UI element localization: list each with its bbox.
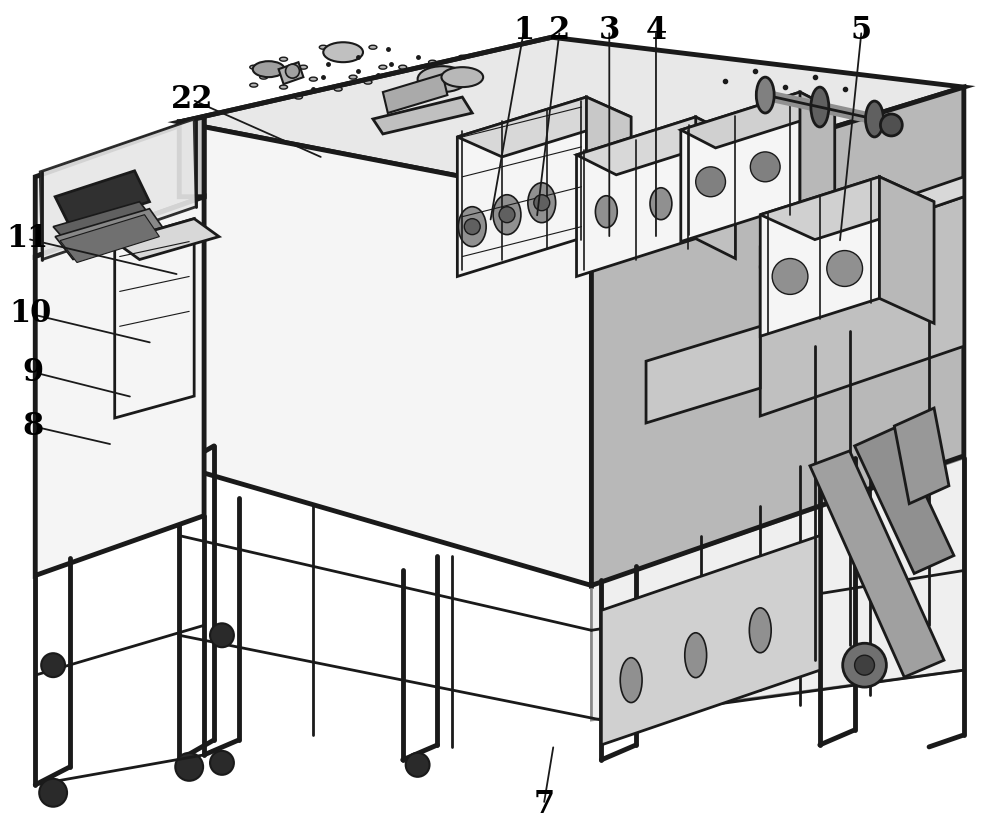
Text: 10: 10 — [9, 298, 51, 329]
Text: 2: 2 — [549, 15, 570, 46]
Polygon shape — [115, 219, 219, 259]
Ellipse shape — [210, 624, 234, 647]
Text: 3: 3 — [599, 15, 620, 46]
Polygon shape — [577, 117, 696, 277]
Ellipse shape — [418, 66, 467, 92]
Polygon shape — [115, 219, 194, 418]
Ellipse shape — [458, 75, 466, 79]
Ellipse shape — [595, 196, 617, 227]
Polygon shape — [760, 176, 879, 336]
Text: 8: 8 — [23, 410, 44, 442]
Polygon shape — [586, 97, 631, 257]
Ellipse shape — [364, 80, 372, 84]
Polygon shape — [696, 117, 735, 258]
Ellipse shape — [319, 45, 327, 49]
Ellipse shape — [399, 65, 407, 69]
Polygon shape — [760, 196, 964, 416]
Polygon shape — [760, 176, 964, 267]
Ellipse shape — [253, 61, 285, 77]
Ellipse shape — [250, 83, 258, 87]
Ellipse shape — [749, 608, 771, 653]
Ellipse shape — [299, 65, 307, 69]
Text: 9: 9 — [23, 357, 44, 388]
Ellipse shape — [458, 55, 466, 59]
Ellipse shape — [175, 753, 203, 781]
Polygon shape — [373, 97, 472, 134]
Ellipse shape — [493, 195, 521, 235]
Ellipse shape — [441, 67, 483, 87]
Ellipse shape — [756, 77, 774, 113]
Text: 4: 4 — [645, 15, 667, 46]
Ellipse shape — [429, 60, 436, 64]
Polygon shape — [457, 97, 631, 157]
Ellipse shape — [369, 45, 377, 49]
Ellipse shape — [250, 65, 258, 69]
Polygon shape — [591, 458, 964, 720]
Ellipse shape — [406, 753, 430, 777]
Ellipse shape — [260, 75, 268, 79]
Polygon shape — [383, 74, 447, 113]
Ellipse shape — [210, 751, 234, 775]
Ellipse shape — [294, 95, 302, 99]
Ellipse shape — [866, 101, 883, 137]
Ellipse shape — [696, 167, 725, 196]
Polygon shape — [879, 176, 934, 324]
Polygon shape — [279, 62, 303, 84]
Polygon shape — [800, 92, 835, 222]
Polygon shape — [810, 451, 944, 677]
Ellipse shape — [280, 57, 288, 61]
Polygon shape — [40, 119, 196, 259]
Ellipse shape — [280, 85, 288, 89]
Polygon shape — [646, 326, 760, 423]
Ellipse shape — [499, 206, 515, 222]
Ellipse shape — [650, 188, 672, 220]
Ellipse shape — [309, 77, 317, 81]
Polygon shape — [55, 209, 166, 259]
Polygon shape — [53, 201, 152, 242]
Polygon shape — [601, 536, 820, 745]
Ellipse shape — [685, 633, 707, 678]
Ellipse shape — [855, 655, 874, 675]
Ellipse shape — [843, 643, 886, 687]
Ellipse shape — [379, 65, 387, 69]
Ellipse shape — [339, 55, 347, 59]
Text: 11: 11 — [6, 223, 48, 254]
Polygon shape — [681, 92, 800, 242]
Polygon shape — [179, 122, 591, 585]
Polygon shape — [179, 117, 204, 196]
Ellipse shape — [772, 258, 808, 294]
Ellipse shape — [880, 114, 902, 136]
Polygon shape — [60, 215, 159, 263]
Ellipse shape — [620, 658, 642, 702]
Ellipse shape — [811, 87, 829, 127]
Polygon shape — [591, 87, 964, 585]
Ellipse shape — [827, 251, 863, 287]
Polygon shape — [577, 117, 735, 175]
Polygon shape — [55, 171, 149, 227]
Text: 5: 5 — [851, 15, 872, 46]
Polygon shape — [35, 117, 204, 257]
Ellipse shape — [534, 195, 550, 211]
Ellipse shape — [41, 653, 65, 677]
Polygon shape — [855, 428, 954, 573]
Ellipse shape — [349, 75, 357, 79]
Text: 7: 7 — [533, 789, 554, 820]
Ellipse shape — [39, 779, 67, 807]
Ellipse shape — [334, 87, 342, 91]
Ellipse shape — [528, 183, 556, 222]
Polygon shape — [681, 92, 835, 148]
Ellipse shape — [286, 64, 299, 78]
Polygon shape — [179, 38, 964, 201]
Polygon shape — [760, 176, 934, 240]
Ellipse shape — [750, 152, 780, 181]
Ellipse shape — [323, 43, 363, 62]
Ellipse shape — [464, 219, 480, 235]
Ellipse shape — [458, 206, 486, 247]
Polygon shape — [894, 408, 949, 504]
Polygon shape — [35, 196, 204, 575]
Text: 1: 1 — [513, 15, 534, 46]
Text: 22: 22 — [171, 84, 213, 115]
Polygon shape — [457, 97, 586, 277]
